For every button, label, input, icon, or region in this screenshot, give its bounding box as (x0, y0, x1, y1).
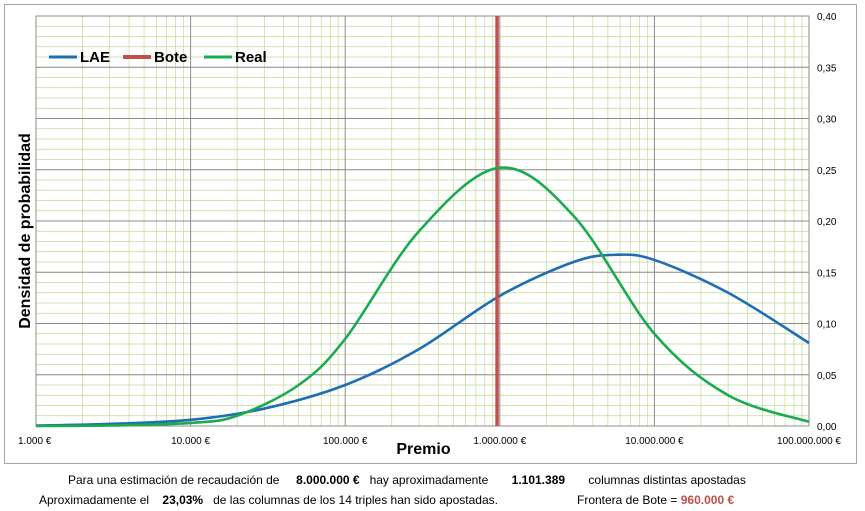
y-tick-label: 0,35 (817, 63, 837, 74)
y-tick-label: 0,40 (817, 12, 837, 23)
summary-line2-mid: de las columnas de los 14 triples han si… (213, 493, 498, 507)
x-axis-title: Premio (396, 441, 450, 458)
frontera-label: Frontera de Bote = (577, 493, 678, 507)
legend-label-real: Real (235, 49, 267, 66)
y-tick-label: 0,10 (817, 320, 837, 331)
plot-border (35, 15, 810, 427)
summary-line-1: Para una estimación de recaudación de 8.… (68, 473, 746, 487)
recaudacion-value: 8.000.000 € (296, 473, 360, 487)
legend-label-lae: LAE (80, 49, 110, 66)
y-tick-label: 0,25 (817, 166, 837, 177)
series-line-real (35, 166, 810, 428)
summary-line-2: Aproximadamente el 23,03% de las columna… (39, 493, 498, 507)
x-tick-label: 100.000 € (323, 436, 368, 447)
columnas-value: 1.101.389 (511, 473, 566, 487)
chart-svg: 0,00 0,05 0,10 0,15 0,20 0,25 0,30 0,35 0,40 1.00… (17, 12, 841, 458)
y-tick-label: 0,15 (817, 268, 837, 279)
x-tick-label: 10.000.000 € (625, 436, 684, 447)
chart-frame: 0,00 0,05 0,10 0,15 0,20 0,25 0,30 0,35 0,40 1.00… (4, 4, 857, 464)
series-line-lae (35, 253, 810, 427)
porcentaje-value: 23,03% (162, 493, 204, 507)
frontera-value: 960.000 € (680, 493, 735, 507)
y-axis-title: Densidad de probabilidad (17, 133, 34, 329)
y-tick-label: 0,00 (817, 422, 837, 433)
summary-line2-prefix: Aproximadamente el (39, 493, 150, 507)
summary-line1-suffix: columnas distintas apostadas (588, 473, 746, 487)
summary-line1-prefix: Para una estimación de recaudación de (68, 473, 280, 487)
x-tick-label: 1.000.000 € (473, 436, 526, 447)
x-tick-label: 1.000 € (18, 436, 52, 447)
x-tick-label: 10.000 € (171, 436, 210, 447)
legend-label-bote: Bote (154, 49, 187, 66)
y-tick-label: 0,20 (817, 217, 837, 228)
frontera-bote: Frontera de Bote = 960.000 € (577, 493, 734, 507)
y-tick-label: 0,30 (817, 115, 837, 126)
y-tick-label: 0,05 (817, 371, 837, 382)
summary-line1-mid: hay aproximadamente (369, 473, 489, 487)
x-tick-label: 100.000.000 € (777, 436, 841, 447)
